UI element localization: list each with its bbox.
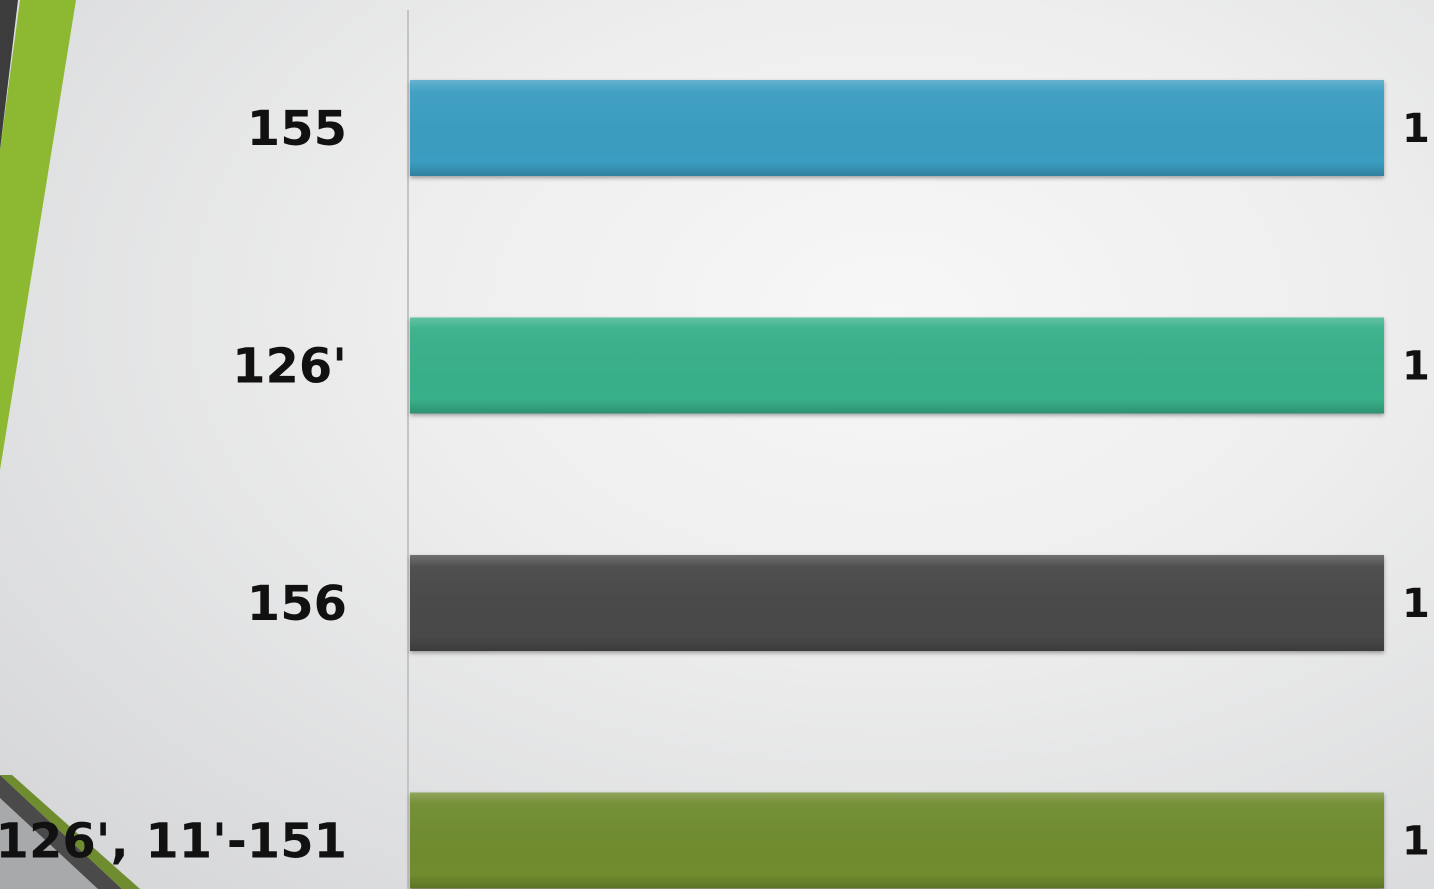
corner-triangle-light <box>0 798 98 889</box>
corner-triangle-green <box>0 775 140 889</box>
category-label: 156 <box>247 576 347 632</box>
category-label: 126', 11'-151 <box>0 814 347 870</box>
bar-sheen <box>410 80 1384 176</box>
bar-sheen <box>410 555 1384 651</box>
bar-sheen <box>410 317 1384 414</box>
data-label: 1 <box>1402 819 1430 865</box>
category-label: 155 <box>247 101 347 157</box>
accent-stripe-dark <box>0 0 18 150</box>
data-label: 1 <box>1402 581 1430 627</box>
category-label: 126' <box>232 339 347 395</box>
accent-stripe-green <box>0 0 76 470</box>
data-label: 1 <box>1402 344 1430 390</box>
bar-sheen <box>410 792 1384 889</box>
data-label: 1 <box>1402 106 1430 152</box>
